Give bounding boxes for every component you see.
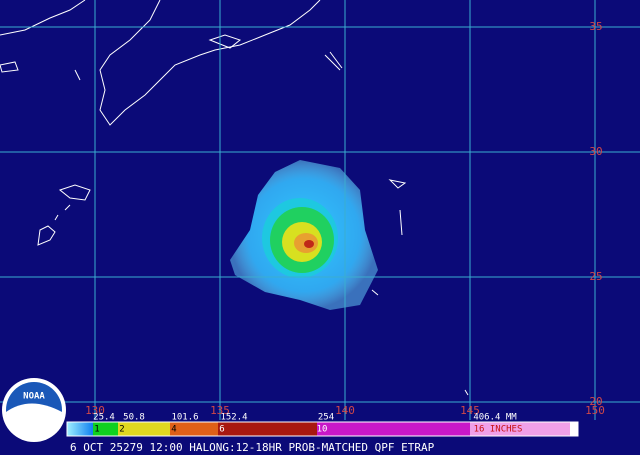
- latitude-label: 25: [589, 270, 602, 283]
- caption: 6 OCT 25279 12:00 HALONG:12-18HR PROB-MA…: [70, 441, 435, 454]
- longitude-label: 150: [585, 404, 605, 417]
- rainfall-field: [230, 160, 378, 310]
- inch-label: 1: [94, 425, 99, 435]
- latitude-label: 30: [589, 145, 602, 158]
- mm-label: 254: [318, 413, 334, 423]
- longitude-label: 130: [85, 404, 105, 417]
- mm-label: 50.8: [123, 413, 145, 423]
- logo-text: NOAA: [23, 392, 45, 402]
- inch-label: 16 INCHES: [474, 425, 523, 435]
- mm-label: 25.4: [93, 413, 115, 423]
- mm-label: 406.4 MM: [473, 413, 517, 423]
- longitude-label: 135: [210, 404, 230, 417]
- longitude-label: 145: [460, 404, 480, 417]
- noaa-logo: NOAA: [2, 378, 66, 442]
- inch-label: 4: [171, 425, 176, 435]
- latitude-label: 35: [589, 20, 602, 33]
- latitude-label: 20: [589, 395, 602, 408]
- color-legend: 25.4 50.8 101.6 152.4 254 406.4 MM 1 2 4…: [66, 413, 579, 437]
- inch-label: 10: [317, 425, 328, 435]
- inch-label: 2: [119, 425, 124, 435]
- mm-label: 101.6: [171, 413, 198, 423]
- inch-label: 6: [219, 425, 224, 435]
- mm-label: 152.4: [220, 413, 247, 423]
- graticule: [0, 0, 640, 420]
- longitude-label: 140: [335, 404, 355, 417]
